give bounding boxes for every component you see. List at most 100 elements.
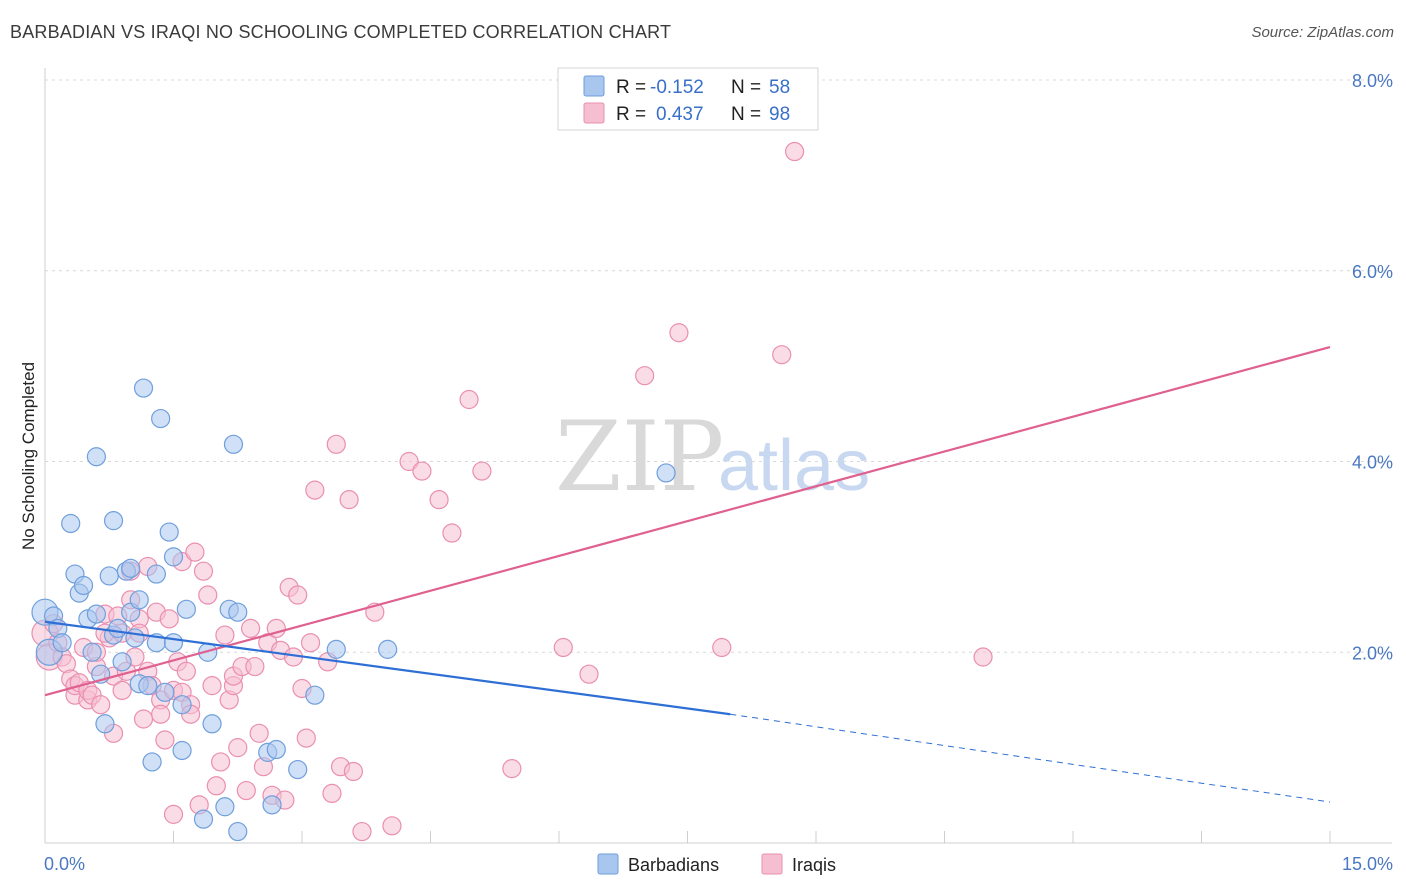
- barbadians-trend-line: [44, 620, 731, 716]
- iraqis-point-76: [300, 633, 321, 653]
- axes: [44, 68, 1392, 844]
- iraqis-point-99: [772, 345, 792, 365]
- iraqis-point-59: [228, 738, 248, 758]
- source-label: Source: ZipAtlas.com: [1251, 24, 1394, 41]
- barbadians-point-24: [129, 590, 149, 610]
- barbadians-point-23: [125, 628, 145, 648]
- x-tick-label-1: 15.0%: [1342, 854, 1393, 874]
- grid: [45, 79, 1392, 653]
- iraqis-point-48: [185, 542, 205, 562]
- y-tick-label-2: 6.0%: [1352, 262, 1393, 282]
- y-tick-labels: 2.0% 4.0% 6.0% 8.0%: [1352, 71, 1393, 663]
- barbadians-point-31: [151, 408, 171, 429]
- barbadians-point-49: [266, 739, 286, 760]
- iraqis-point-23: [112, 680, 132, 701]
- barbadians-point-5: [61, 513, 81, 534]
- barbadians-point-53: [378, 639, 398, 659]
- iraqis-point-83: [343, 761, 363, 782]
- iraqis-point-90: [442, 523, 462, 543]
- barbadians-point-44: [223, 434, 244, 454]
- iraqis-point-93: [502, 759, 522, 779]
- iraqis-point-80: [326, 434, 346, 454]
- barbadians-point-46: [228, 602, 248, 622]
- watermark-zip: ZIP: [555, 401, 724, 513]
- y-tick-label-0: 2.0%: [1352, 643, 1393, 663]
- legend-pink-n-value: 98: [769, 104, 790, 125]
- bottom-legend-iraqis: Iraqis: [792, 855, 836, 875]
- watermark-atlas: atlas: [718, 426, 870, 506]
- legend-blue-r-label: R =: [616, 77, 646, 98]
- iraqis-point-50: [193, 561, 214, 581]
- barbadians-point-11: [86, 604, 107, 624]
- barbadians-point-22: [121, 558, 141, 578]
- iraqis-point-61: [236, 780, 256, 801]
- iraqis-point-37: [151, 704, 171, 724]
- legend-pink-r-label: R =: [616, 104, 646, 125]
- iraqis-point-16: [91, 695, 111, 715]
- trend-lines: [44, 345, 1331, 803]
- barbadians-point-35: [163, 547, 184, 567]
- bottom-legend-iraqis-swatch: [761, 853, 783, 875]
- barbadians-point-39: [193, 809, 214, 829]
- barbadians-point-50: [288, 759, 308, 780]
- barbadians-point-38: [176, 599, 196, 619]
- iraqis-point-53: [206, 776, 226, 796]
- x-tick-labels: 0.0% 15.0%: [44, 854, 1393, 874]
- legend-blue-swatch: [583, 75, 605, 97]
- barbadians-point-14: [95, 714, 115, 734]
- legend-pink-swatch: [583, 102, 605, 124]
- y-tick-label-1: 4.0%: [1352, 453, 1393, 473]
- legend-blue-r-value: -0.152: [650, 77, 704, 98]
- y-tick-label-3: 8.0%: [1352, 71, 1393, 91]
- iraqis-point-89: [429, 490, 449, 510]
- barbadians-point-28: [142, 752, 162, 772]
- barbadians-point-15: [99, 566, 119, 586]
- watermark: ZIP atlas: [555, 401, 870, 513]
- iraqis-point-97: [669, 323, 689, 343]
- iraqis-point-79: [322, 783, 342, 804]
- barbadians-point-4: [52, 633, 72, 653]
- legend-box: R = -0.152 N = 58 R = 0.437 N = 98: [557, 67, 819, 131]
- iraqis-point-63: [245, 656, 265, 677]
- iraqis-point-64: [249, 723, 269, 743]
- barbadians-point-42: [215, 797, 235, 817]
- iraqis-point-86: [382, 816, 402, 836]
- barbadians-point-54: [656, 463, 676, 483]
- barbadians-point-33: [159, 522, 179, 542]
- bottom-legend: Barbadians Iraqis: [597, 853, 836, 875]
- barbadians-point-51: [305, 685, 325, 705]
- x-tick-label-0: 0.0%: [44, 854, 85, 874]
- iraqis-point-84: [352, 821, 372, 842]
- barbadians-trend-line-extension: [730, 713, 1331, 803]
- barbadians-point-34: [163, 633, 184, 653]
- iraqis-point-87: [399, 451, 419, 472]
- barbadians-point-19: [112, 652, 132, 672]
- iraqis-point-92: [472, 461, 492, 481]
- chart-title: BARBADIAN VS IRAQI NO SCHOOLING COMPLETE…: [10, 22, 672, 42]
- iraqis-point-54: [211, 752, 231, 772]
- iraqis-point-94: [553, 637, 573, 658]
- barbadians-point-18: [108, 618, 128, 639]
- y-axis-label: No Schooling Completed: [19, 362, 38, 550]
- iraqis-point-31: [133, 709, 154, 729]
- iraqis-point-38: [155, 730, 175, 750]
- barbadians-point-8: [73, 575, 94, 596]
- barbadians-point-26: [133, 378, 154, 398]
- iraqis-point-39: [159, 609, 179, 629]
- legend-pink-n-label: N =: [731, 104, 761, 125]
- legend-blue-n-label: N =: [731, 77, 761, 98]
- barbadians-point-45: [228, 821, 248, 842]
- iraqis-point-55: [215, 625, 235, 645]
- iraqis-point-62: [241, 618, 261, 639]
- iraqis-point-41: [163, 804, 184, 824]
- bottom-legend-barbadians-swatch: [597, 853, 619, 875]
- iraqis-point-101: [973, 647, 993, 667]
- legend-pink-r-value: 0.437: [656, 104, 704, 125]
- iraqis-trend-line: [44, 345, 1331, 697]
- iraqis-point-95: [579, 664, 599, 684]
- barbadians-point-48: [262, 795, 282, 815]
- barbadians-point-32: [155, 682, 175, 702]
- barbadians-point-29: [146, 564, 166, 584]
- barbadians-point-10: [82, 642, 102, 662]
